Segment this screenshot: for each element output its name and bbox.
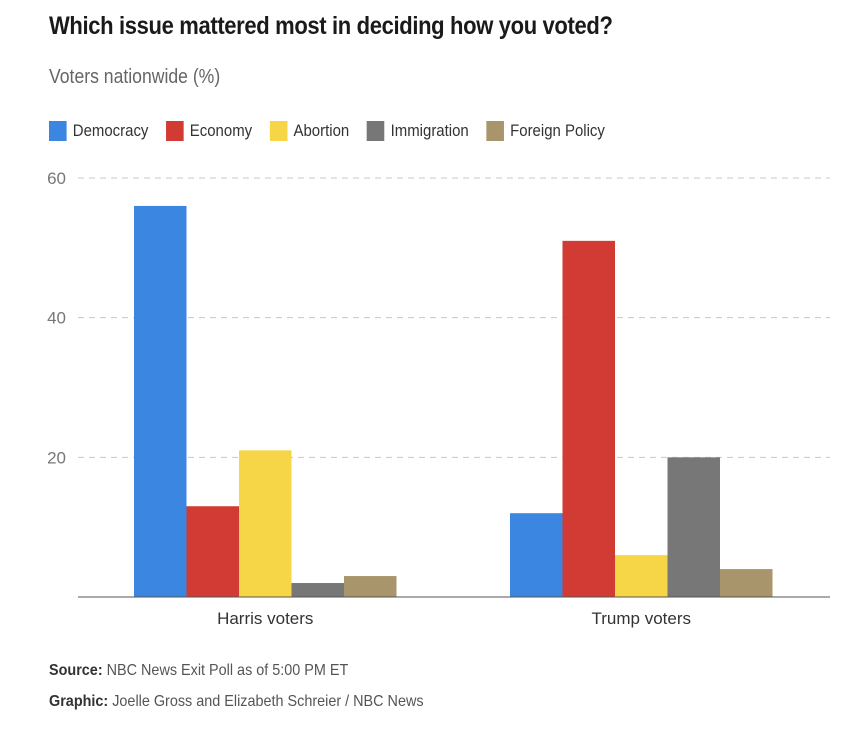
bar-trump-voters-abortion — [615, 555, 668, 597]
legend-item-economy: Economy — [166, 121, 252, 141]
legend-item-immigration: Immigration — [366, 121, 469, 141]
legend-swatch-abortion — [269, 121, 288, 141]
legend-label-economy: Economy — [189, 121, 253, 140]
graphic-text: Joelle Gross and Elizabeth Schreier / NB… — [112, 693, 424, 710]
chart-subtitle: Voters nationwide (%) — [49, 66, 221, 88]
legend: Democracy Economy Abortion Immigration F… — [49, 121, 622, 141]
bar-harris-voters-democracy — [134, 205, 187, 597]
y-tick-label-40: 40 — [47, 309, 66, 328]
legend-swatch-immigration — [366, 121, 385, 141]
source-note: Source: NBC News Exit Poll as of 5:00 PM… — [49, 662, 348, 680]
source-label: Source: — [49, 662, 103, 679]
bar-harris-voters-abortion — [239, 450, 292, 597]
bar-harris-voters-economy — [186, 506, 239, 597]
x-tick-label-trump-voters: Trump voters — [591, 609, 691, 628]
bar-harris-voters-foreign-policy — [344, 576, 397, 597]
graphic-credit: Graphic: Joelle Gross and Elizabeth Schr… — [49, 693, 424, 711]
legend-label-immigration: Immigration — [390, 121, 469, 140]
legend-item-abortion: Abortion — [269, 121, 350, 141]
graphic-label: Graphic: — [49, 693, 109, 710]
bar-harris-voters-immigration — [291, 583, 344, 597]
legend-item-democracy: Democracy — [49, 121, 148, 141]
legend-label-abortion: Abortion — [293, 121, 350, 140]
legend-label-foreign-policy: Foreign Policy — [510, 121, 605, 140]
bar-trump-voters-democracy — [510, 513, 563, 597]
y-tick-label-20: 20 — [47, 448, 66, 467]
legend-label-democracy: Democracy — [72, 121, 149, 140]
legend-swatch-foreign-policy — [486, 121, 504, 141]
y-tick-label-60: 60 — [47, 169, 66, 188]
bar-trump-voters-immigration — [667, 457, 720, 597]
x-tick-label-harris-voters: Harris voters — [217, 609, 313, 628]
bar-trump-voters-economy — [562, 240, 615, 597]
source-text: NBC News Exit Poll as of 5:00 PM ET — [106, 662, 349, 679]
chart-title: Which issue mattered most in deciding ho… — [49, 12, 613, 40]
bar-trump-voters-foreign-policy — [720, 569, 773, 597]
legend-swatch-democracy — [49, 121, 67, 141]
legend-item-foreign-policy: Foreign Policy — [486, 121, 605, 141]
legend-swatch-economy — [166, 121, 184, 141]
